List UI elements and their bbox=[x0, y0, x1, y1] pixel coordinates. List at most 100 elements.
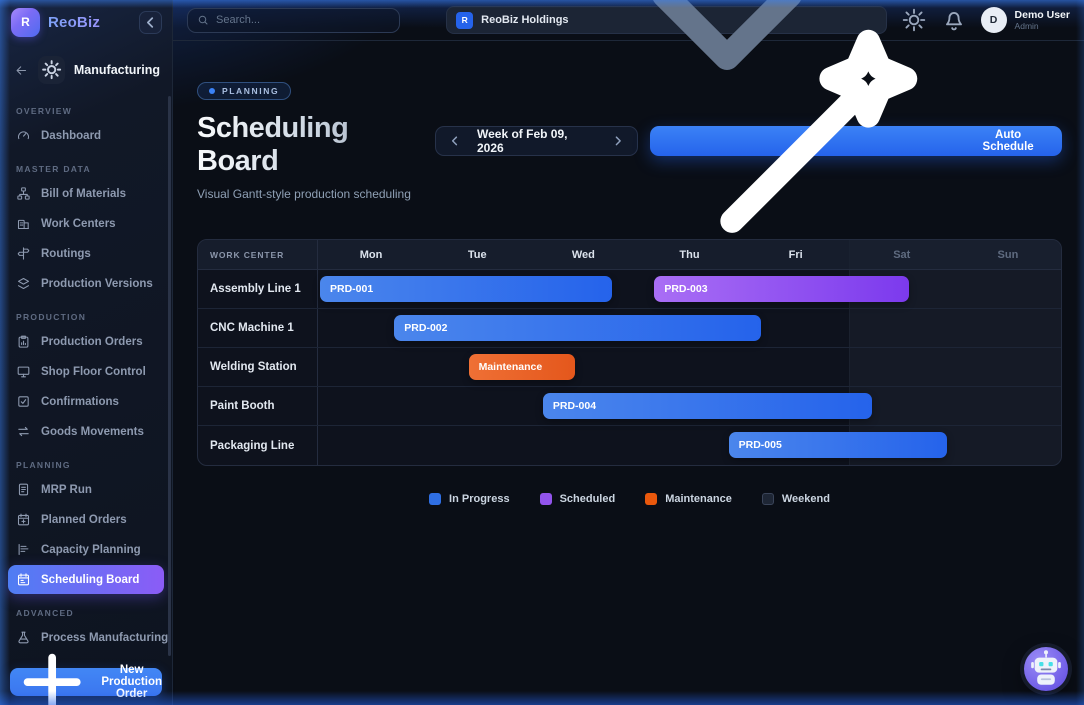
chevron-left-icon bbox=[446, 132, 464, 150]
badge-dot bbox=[209, 88, 215, 94]
brand-name: ReoBiz bbox=[48, 14, 131, 31]
gantt-header-row: WORK CENTER Mon Tue Wed Thu Fri Sat Sun bbox=[198, 240, 1061, 270]
legend-swatch bbox=[539, 493, 552, 505]
legend-swatch bbox=[429, 493, 442, 505]
module-tile bbox=[37, 56, 65, 84]
gantt-row-packaging-line: Packaging Line PRD-005 bbox=[198, 426, 1061, 465]
building-icon bbox=[16, 216, 31, 231]
work-center-label: Assembly Line 1 bbox=[198, 270, 318, 308]
sidebar-item-dashboard[interactable]: Dashboard bbox=[8, 121, 164, 150]
sidebar-item-label: Production Versions bbox=[41, 277, 153, 290]
sidebar-footer: New Production Order bbox=[0, 653, 172, 705]
legend-label: Scheduled bbox=[559, 493, 616, 505]
week-prev-button[interactable] bbox=[446, 132, 464, 150]
work-center-column-header: WORK CENTER bbox=[198, 240, 318, 269]
sidebar-item-process-manufacturing[interactable]: Process Manufacturing bbox=[8, 623, 168, 652]
gantt-bar-maintenance[interactable]: Maintenance bbox=[468, 354, 576, 380]
new-production-order-button[interactable]: New Production Order bbox=[10, 653, 162, 705]
assistant-chat-button[interactable] bbox=[1024, 647, 1068, 691]
sidebar-item-production-versions[interactable]: Production Versions bbox=[8, 269, 164, 298]
sidebar-item-scheduling-board[interactable]: Scheduling Board bbox=[8, 565, 164, 594]
page-content: PLANNING Scheduling Board Visual Gantt-s… bbox=[173, 30, 1084, 705]
monitor-icon bbox=[16, 364, 31, 379]
robot-icon bbox=[1024, 647, 1068, 691]
sidebar-item-confirmations[interactable]: Confirmations bbox=[8, 387, 164, 416]
sidebar-item-production-orders[interactable]: Production Orders bbox=[8, 327, 164, 356]
search-input[interactable] bbox=[216, 14, 390, 26]
search-box[interactable] bbox=[187, 7, 400, 33]
sidebar-item-bill-of-materials[interactable]: Bill of Materials bbox=[8, 179, 164, 208]
sidebar-item-planned-orders[interactable]: Planned Orders bbox=[8, 505, 164, 534]
legend-swatch bbox=[761, 493, 774, 505]
sidebar-item-routings[interactable]: Routings bbox=[8, 239, 164, 268]
check-square-icon bbox=[16, 394, 31, 409]
gantt-lane: PRD-004 bbox=[318, 387, 1061, 425]
legend: In Progress Scheduled Maintenance Weekend bbox=[197, 493, 1062, 505]
sidebar-item-mrp-run[interactable]: MRP Run bbox=[8, 475, 164, 504]
sidebar-item-capacity-planning[interactable]: Capacity Planning bbox=[8, 535, 164, 564]
day-header-fri: Fri bbox=[788, 248, 803, 261]
sidebar-scrollbar[interactable] bbox=[168, 96, 171, 656]
day-header-sat: Sat bbox=[893, 248, 911, 261]
planning-badge: PLANNING bbox=[197, 82, 292, 100]
sidebar-item-label: Capacity Planning bbox=[41, 543, 141, 556]
sidebar-nav: OVERVIEW Dashboard MASTER DATA Bill of Mate… bbox=[0, 92, 172, 660]
work-center-label: Paint Booth bbox=[198, 387, 318, 425]
calendar-board-icon bbox=[16, 572, 31, 587]
legend-label: In Progress bbox=[449, 493, 510, 505]
brand-logo: R bbox=[11, 7, 40, 37]
sidebar-item-cycle[interactable] bbox=[8, 653, 164, 660]
module-header: Manufacturing bbox=[0, 44, 172, 92]
sidebar-item-shop-floor-control[interactable]: Shop Floor Control bbox=[8, 357, 164, 386]
nav-section-label: PRODUCTION bbox=[16, 312, 87, 322]
week-next-button[interactable] bbox=[609, 132, 627, 150]
back-arrow-icon[interactable] bbox=[14, 63, 29, 78]
user-role: Admin bbox=[1014, 21, 1039, 32]
sidebar-item-label: Work Centers bbox=[41, 217, 116, 230]
page-title: Scheduling Board bbox=[197, 112, 435, 178]
gantt-lane: PRD-001 PRD-003 bbox=[318, 270, 1061, 308]
sitemap-icon bbox=[16, 186, 31, 201]
sidebar-item-goods-movements[interactable]: Goods Movements bbox=[8, 417, 164, 446]
avatar: D bbox=[980, 7, 1007, 33]
file-lines-icon bbox=[16, 482, 31, 497]
day-header-tue: Tue bbox=[467, 248, 487, 261]
legend-item-in-progress: In Progress bbox=[429, 493, 510, 505]
sidebar-item-work-centers[interactable]: Work Centers bbox=[8, 209, 164, 238]
swap-arrows-icon bbox=[16, 424, 31, 439]
sidebar: R ReoBiz Manufacturing OVERVIEW Dashboard… bbox=[0, 0, 173, 705]
sidebar-collapse-button[interactable] bbox=[139, 10, 162, 34]
sidebar-item-label: Routings bbox=[41, 247, 91, 260]
day-headers: Mon Tue Wed Thu Fri Sat Sun bbox=[318, 240, 1061, 269]
sidebar-item-label: Bill of Materials bbox=[41, 187, 126, 200]
auto-schedule-button[interactable]: Auto Schedule bbox=[650, 30, 1062, 234]
week-label: Week of Feb 09, 2026 bbox=[476, 127, 568, 155]
day-header-thu: Thu bbox=[679, 248, 700, 261]
gantt-bar-prd-004[interactable]: PRD-004 bbox=[542, 393, 873, 419]
sidebar-item-label: Process Manufacturing bbox=[41, 631, 169, 644]
gantt-bar-prd-003[interactable]: PRD-003 bbox=[654, 276, 910, 302]
nav-section-label: ADVANCED bbox=[16, 608, 74, 618]
gantt-lane: PRD-002 bbox=[318, 309, 1061, 347]
gantt-bar-prd-001[interactable]: PRD-001 bbox=[320, 276, 613, 302]
flask-icon bbox=[16, 630, 31, 645]
gantt-row-cnc-machine-1: CNC Machine 1 PRD-002 bbox=[198, 309, 1061, 348]
gantt-bar-prd-005[interactable]: PRD-005 bbox=[728, 432, 947, 458]
signpost-icon bbox=[16, 246, 31, 261]
gantt-bar-prd-002[interactable]: PRD-002 bbox=[394, 315, 761, 341]
day-header-wed: Wed bbox=[571, 248, 595, 261]
gantt-lane: Maintenance bbox=[318, 348, 1061, 386]
main-area: R ReoBiz Holdings D Demo User Admin bbox=[173, 0, 1084, 705]
tenant-logo: R bbox=[456, 11, 474, 29]
gantt-row-assembly-line-1: Assembly Line 1 PRD-001 PRD-003 bbox=[198, 270, 1061, 309]
gear-icon bbox=[38, 56, 65, 83]
legend-item-weekend: Weekend bbox=[761, 493, 830, 505]
legend-label: Maintenance bbox=[665, 493, 732, 505]
gantt-rows: Assembly Line 1 PRD-001 PRD-003 CNC Machine… bbox=[198, 270, 1061, 465]
legend-swatch bbox=[645, 493, 658, 505]
capacity-chart-icon bbox=[16, 542, 31, 557]
search-icon bbox=[197, 14, 209, 26]
sidebar-item-label: Confirmations bbox=[41, 395, 119, 408]
user-menu[interactable]: D Demo User Admin bbox=[980, 7, 1070, 33]
